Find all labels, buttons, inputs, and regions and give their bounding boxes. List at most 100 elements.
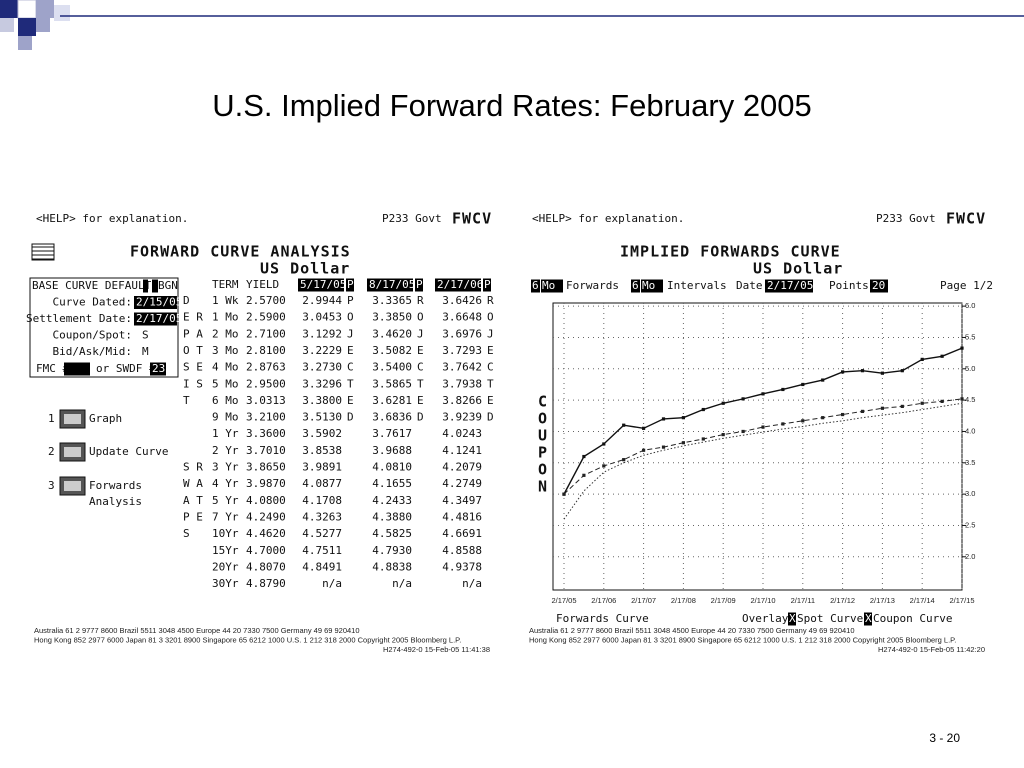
point-marker	[761, 392, 765, 396]
term: 4 Mo	[212, 361, 239, 374]
flag-letter: R	[487, 294, 494, 307]
forward-rate: 4.2749	[442, 477, 482, 490]
inverse-box	[788, 612, 796, 626]
point-marker	[602, 464, 606, 468]
point-marker	[880, 406, 884, 410]
point-marker	[622, 423, 626, 427]
forward-rate: 4.2433	[372, 494, 412, 507]
forward-rate: 3.7293	[442, 344, 482, 357]
point-marker	[781, 387, 785, 392]
x-tick-label: 2/17/07	[631, 596, 656, 605]
flag-letter: E	[347, 344, 354, 357]
label: M	[142, 345, 149, 358]
point-marker	[721, 401, 725, 405]
y-tick-label: 5.5	[965, 332, 975, 341]
flag-letter: C	[347, 361, 354, 374]
decor	[18, 18, 36, 36]
function-code: FWCV	[452, 210, 492, 228]
screen-currency: US Dollar	[260, 260, 350, 278]
section-letter: T	[183, 394, 190, 407]
y-tick-label: 3.0	[965, 489, 975, 498]
point-marker	[602, 442, 606, 446]
point-marker	[681, 441, 685, 445]
label: Intervals	[667, 279, 727, 292]
point-marker	[900, 369, 904, 373]
section-letter: S	[183, 527, 190, 540]
column-flag: P	[416, 278, 423, 291]
term: 30Yr	[212, 577, 239, 590]
y-tick-label: 5.0	[965, 364, 975, 373]
forward-rate: 3.7642	[442, 361, 482, 374]
point-marker	[721, 432, 725, 437]
inverse-box	[415, 278, 423, 292]
flag-letter: O	[417, 311, 424, 324]
yield: 3.7010	[246, 444, 286, 457]
x-tick-label: 2/17/05	[551, 596, 576, 605]
forward-rate: 4.0810	[372, 461, 412, 474]
section-letter: S R	[183, 461, 203, 474]
yield: 3.2100	[246, 411, 286, 424]
point-marker	[900, 404, 904, 408]
x-tick-label: 2/17/15	[949, 596, 974, 605]
decor	[36, 18, 50, 32]
forward-rate: 4.3263	[302, 510, 342, 523]
label: <HELP> for explanation.	[532, 212, 684, 225]
forward-rate: 3.3850	[372, 311, 412, 324]
point-marker	[841, 370, 845, 374]
label: 3	[48, 479, 55, 492]
point-marker	[821, 378, 825, 382]
term: 3 Yr	[212, 461, 239, 474]
point-marker	[880, 371, 884, 375]
menu-item[interactable]: Graph	[89, 412, 122, 425]
term: 15Yr	[212, 544, 239, 557]
forward-rate: 3.7617	[372, 427, 412, 440]
label: Date	[736, 279, 763, 292]
forward-rate: 4.1655	[372, 477, 412, 490]
forward-rate: 3.5130	[302, 411, 342, 424]
label: FMC #	[36, 362, 69, 375]
checkbox: X	[789, 612, 796, 625]
column-header: 5/17/05	[300, 278, 346, 291]
yield: 3.0313	[246, 394, 286, 407]
section-letter: I S	[183, 377, 203, 390]
menu-item[interactable]: Analysis	[89, 495, 142, 508]
inverse-box	[143, 279, 148, 293]
inverse-box	[346, 278, 354, 292]
point-marker	[801, 382, 805, 387]
slide-title: U.S. Implied Forward Rates: February 200…	[212, 88, 812, 123]
forward-rate: 3.4620	[372, 327, 412, 340]
menu-item[interactable]: Forwards	[89, 479, 142, 492]
footer: Australia 61 2 9777 8600 Brazil 5511 304…	[34, 626, 360, 635]
label: 2	[48, 445, 55, 458]
yield: 2.9500	[246, 377, 286, 390]
column-header: 2/17/06	[437, 278, 483, 291]
forward-rate: 3.1292	[302, 327, 342, 340]
decor	[17, 0, 37, 19]
flag-letter: T	[347, 377, 354, 390]
column-flag: P	[484, 278, 491, 291]
point-marker	[860, 409, 865, 414]
menu-item[interactable]: Update Curve	[89, 445, 168, 458]
forward-rate: 3.6426	[442, 294, 482, 307]
forward-rate: 4.6691	[442, 527, 482, 540]
section-letter: E R	[183, 311, 203, 324]
label: YIELD	[246, 278, 279, 291]
forward-rate: 4.4816	[442, 510, 482, 523]
point-marker	[761, 425, 765, 429]
yield: 2.8763	[246, 361, 286, 374]
forward-rate: 3.3296	[302, 377, 342, 390]
point-marker	[642, 426, 646, 430]
forward-rate: 4.3497	[442, 494, 482, 507]
flag-letter: C	[487, 361, 494, 374]
inverse-box	[298, 278, 344, 292]
legend-entry: Spot Curve	[797, 612, 863, 625]
series-line	[563, 402, 963, 520]
side-label-letter: C	[538, 393, 548, 411]
flag-letter: E	[347, 394, 354, 407]
column-flag: P	[347, 278, 354, 291]
x-tick-label: 2/17/10	[750, 596, 775, 605]
point-marker	[920, 401, 924, 405]
forward-rate: 3.5082	[372, 344, 412, 357]
label: Forwards	[566, 279, 619, 292]
